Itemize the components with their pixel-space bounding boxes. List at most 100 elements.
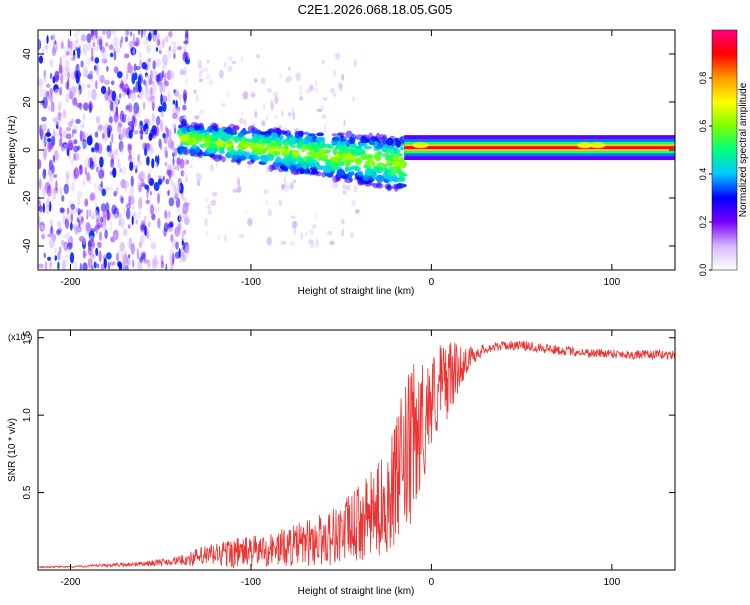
snr-panel: -200 -100 0 100 1.5 1.0 0.5 Height of straigh… [7, 329, 676, 597]
spectrogram-noise-mark [38, 205, 44, 213]
spectrogram-noise-mark [116, 162, 122, 169]
spectrogram-noise-mark [138, 197, 143, 210]
spectrogram-noise-mark [120, 91, 126, 97]
spectrogram-signal-mark [232, 154, 238, 161]
spectrogram-signal-mark [348, 143, 356, 149]
spectrogram-noise-mark [127, 102, 133, 113]
spectrogram-noise-mark [120, 196, 124, 204]
spectrogram-signal-mark [372, 171, 378, 180]
spectrogram-noise-mark [209, 163, 214, 173]
spectrogram-noise-mark [340, 218, 345, 225]
spectrogram-noise-mark [49, 87, 54, 95]
snr-series-line [38, 340, 675, 569]
spectrogram-noise-mark [241, 112, 244, 116]
spectrogram-signal-mark [270, 164, 276, 171]
spectrogram-noise-mark [254, 110, 258, 118]
spectrogram-noise-mark [65, 231, 71, 241]
spectrogram-noise-mark [332, 182, 339, 189]
spectrogram-y-label: Frequency (Hz) [7, 116, 18, 185]
spectrogram-noise-mark [205, 73, 210, 80]
spectrogram-noise-mark [89, 160, 95, 170]
spectrogram-noise-mark [66, 207, 70, 215]
spectrogram-signal-mark [310, 170, 319, 175]
spectrogram-noise-mark [67, 242, 73, 250]
spectrogram-noise-mark [43, 252, 47, 258]
snr-y-multiplier: (x10⁴) [8, 332, 32, 342]
spectrogram-noise-mark [54, 247, 57, 254]
spectrogram-noise-mark [265, 114, 269, 121]
spectrogram-noise-mark [94, 210, 99, 221]
spectrogram-noise-mark [41, 116, 47, 122]
spectrogram-noise-mark [111, 133, 114, 144]
spectrogram-signal-mark [391, 174, 398, 182]
spectrogram-noise-mark [148, 58, 151, 63]
spectrogram-noise-mark [179, 211, 184, 223]
spectrogram-signal-mark [225, 152, 231, 158]
spectrogram-noise-mark [320, 105, 324, 111]
spectrogram-noise-mark [176, 208, 180, 214]
spectrogram-noise-mark [321, 113, 327, 120]
spectrogram-noise-mark [82, 119, 85, 129]
spectrogram-noise-mark [174, 165, 178, 171]
spectrogram-noise-mark [127, 224, 131, 229]
spectrogram-noise-mark [182, 241, 185, 251]
spectrogram-noise-mark [91, 211, 96, 218]
spectrogram-noise-mark [144, 147, 148, 157]
spectrogram-noise-mark [309, 230, 314, 236]
spectrogram-noise-mark [179, 158, 185, 169]
spectrogram-noise-mark [100, 180, 103, 188]
spectrogram-noise-mark [62, 259, 66, 270]
spectrogram-noise-mark [80, 131, 86, 142]
spectrogram-noise-mark [205, 197, 208, 204]
spectrogram-signal-mark [224, 133, 232, 140]
spectrogram-x-ticks: -200 -100 0 100 [60, 30, 621, 288]
spectrogram-noise-mark [60, 73, 64, 85]
spectrogram-noise-mark [149, 69, 153, 82]
spectrogram-noise-mark [107, 86, 111, 96]
spectrogram-noise-mark [82, 66, 89, 78]
spectrogram-noise-mark [316, 108, 323, 113]
spectrogram-noise-mark [104, 229, 108, 240]
spectrogram-signal-mark [386, 184, 392, 192]
spectrogram-noise-mark [139, 170, 145, 179]
spectrogram-noise-mark [219, 70, 224, 79]
spectrogram-noise-mark [161, 65, 167, 70]
spectrogram-noise-mark [101, 50, 104, 58]
spectrogram-noise-mark [116, 71, 123, 79]
spectrogram-noise-mark [88, 235, 95, 240]
spectrogram-noise-mark [255, 54, 261, 59]
spectrogram-noise-mark [206, 230, 209, 237]
spectrogram-noise-mark [80, 60, 84, 68]
spectrogram-noise-mark [94, 44, 100, 52]
spectrogram-noise-mark [60, 239, 65, 247]
spectrogram-signal-mark [364, 160, 371, 166]
spectrogram-noise-mark [144, 87, 151, 100]
spectrogram-noise-mark [145, 44, 152, 54]
spectrogram-noise-mark [59, 65, 63, 75]
spectrogram-noise-mark [57, 112, 62, 121]
spectrogram-noise-mark [236, 177, 240, 186]
spectrogram-noise-mark [120, 147, 124, 154]
spectrogram-signal-mark [332, 136, 340, 142]
spectrogram-noise-mark [76, 190, 83, 199]
spectrogram-noise-mark [75, 38, 79, 44]
spectrogram-signal-mark [336, 169, 346, 177]
spectrogram-noise-mark [97, 222, 103, 228]
spectrogram-noise-mark [60, 187, 63, 196]
spectrogram-noise-mark [65, 50, 71, 56]
spectrogram-signal-mark [354, 157, 363, 166]
spectrogram-noise-mark [172, 152, 175, 158]
spectrogram-noise-mark [137, 154, 140, 162]
spectrogram-noise-mark [61, 195, 65, 202]
spectrogram-noise-mark [82, 236, 87, 246]
spectrogram-noise-mark [270, 102, 274, 111]
spectrogram-noise-mark [108, 112, 112, 118]
spectrogram-noise-mark [65, 256, 68, 267]
spectrogram-noise-mark [278, 199, 282, 207]
spectrogram-noise-mark [74, 167, 80, 179]
spectrogram-signal-mark [195, 148, 201, 153]
spectrogram-noise-mark [351, 198, 356, 208]
spectrogram-noise-mark [167, 226, 173, 232]
spectrogram-noise-mark [132, 164, 137, 170]
spectrogram-noise-mark [148, 145, 154, 155]
